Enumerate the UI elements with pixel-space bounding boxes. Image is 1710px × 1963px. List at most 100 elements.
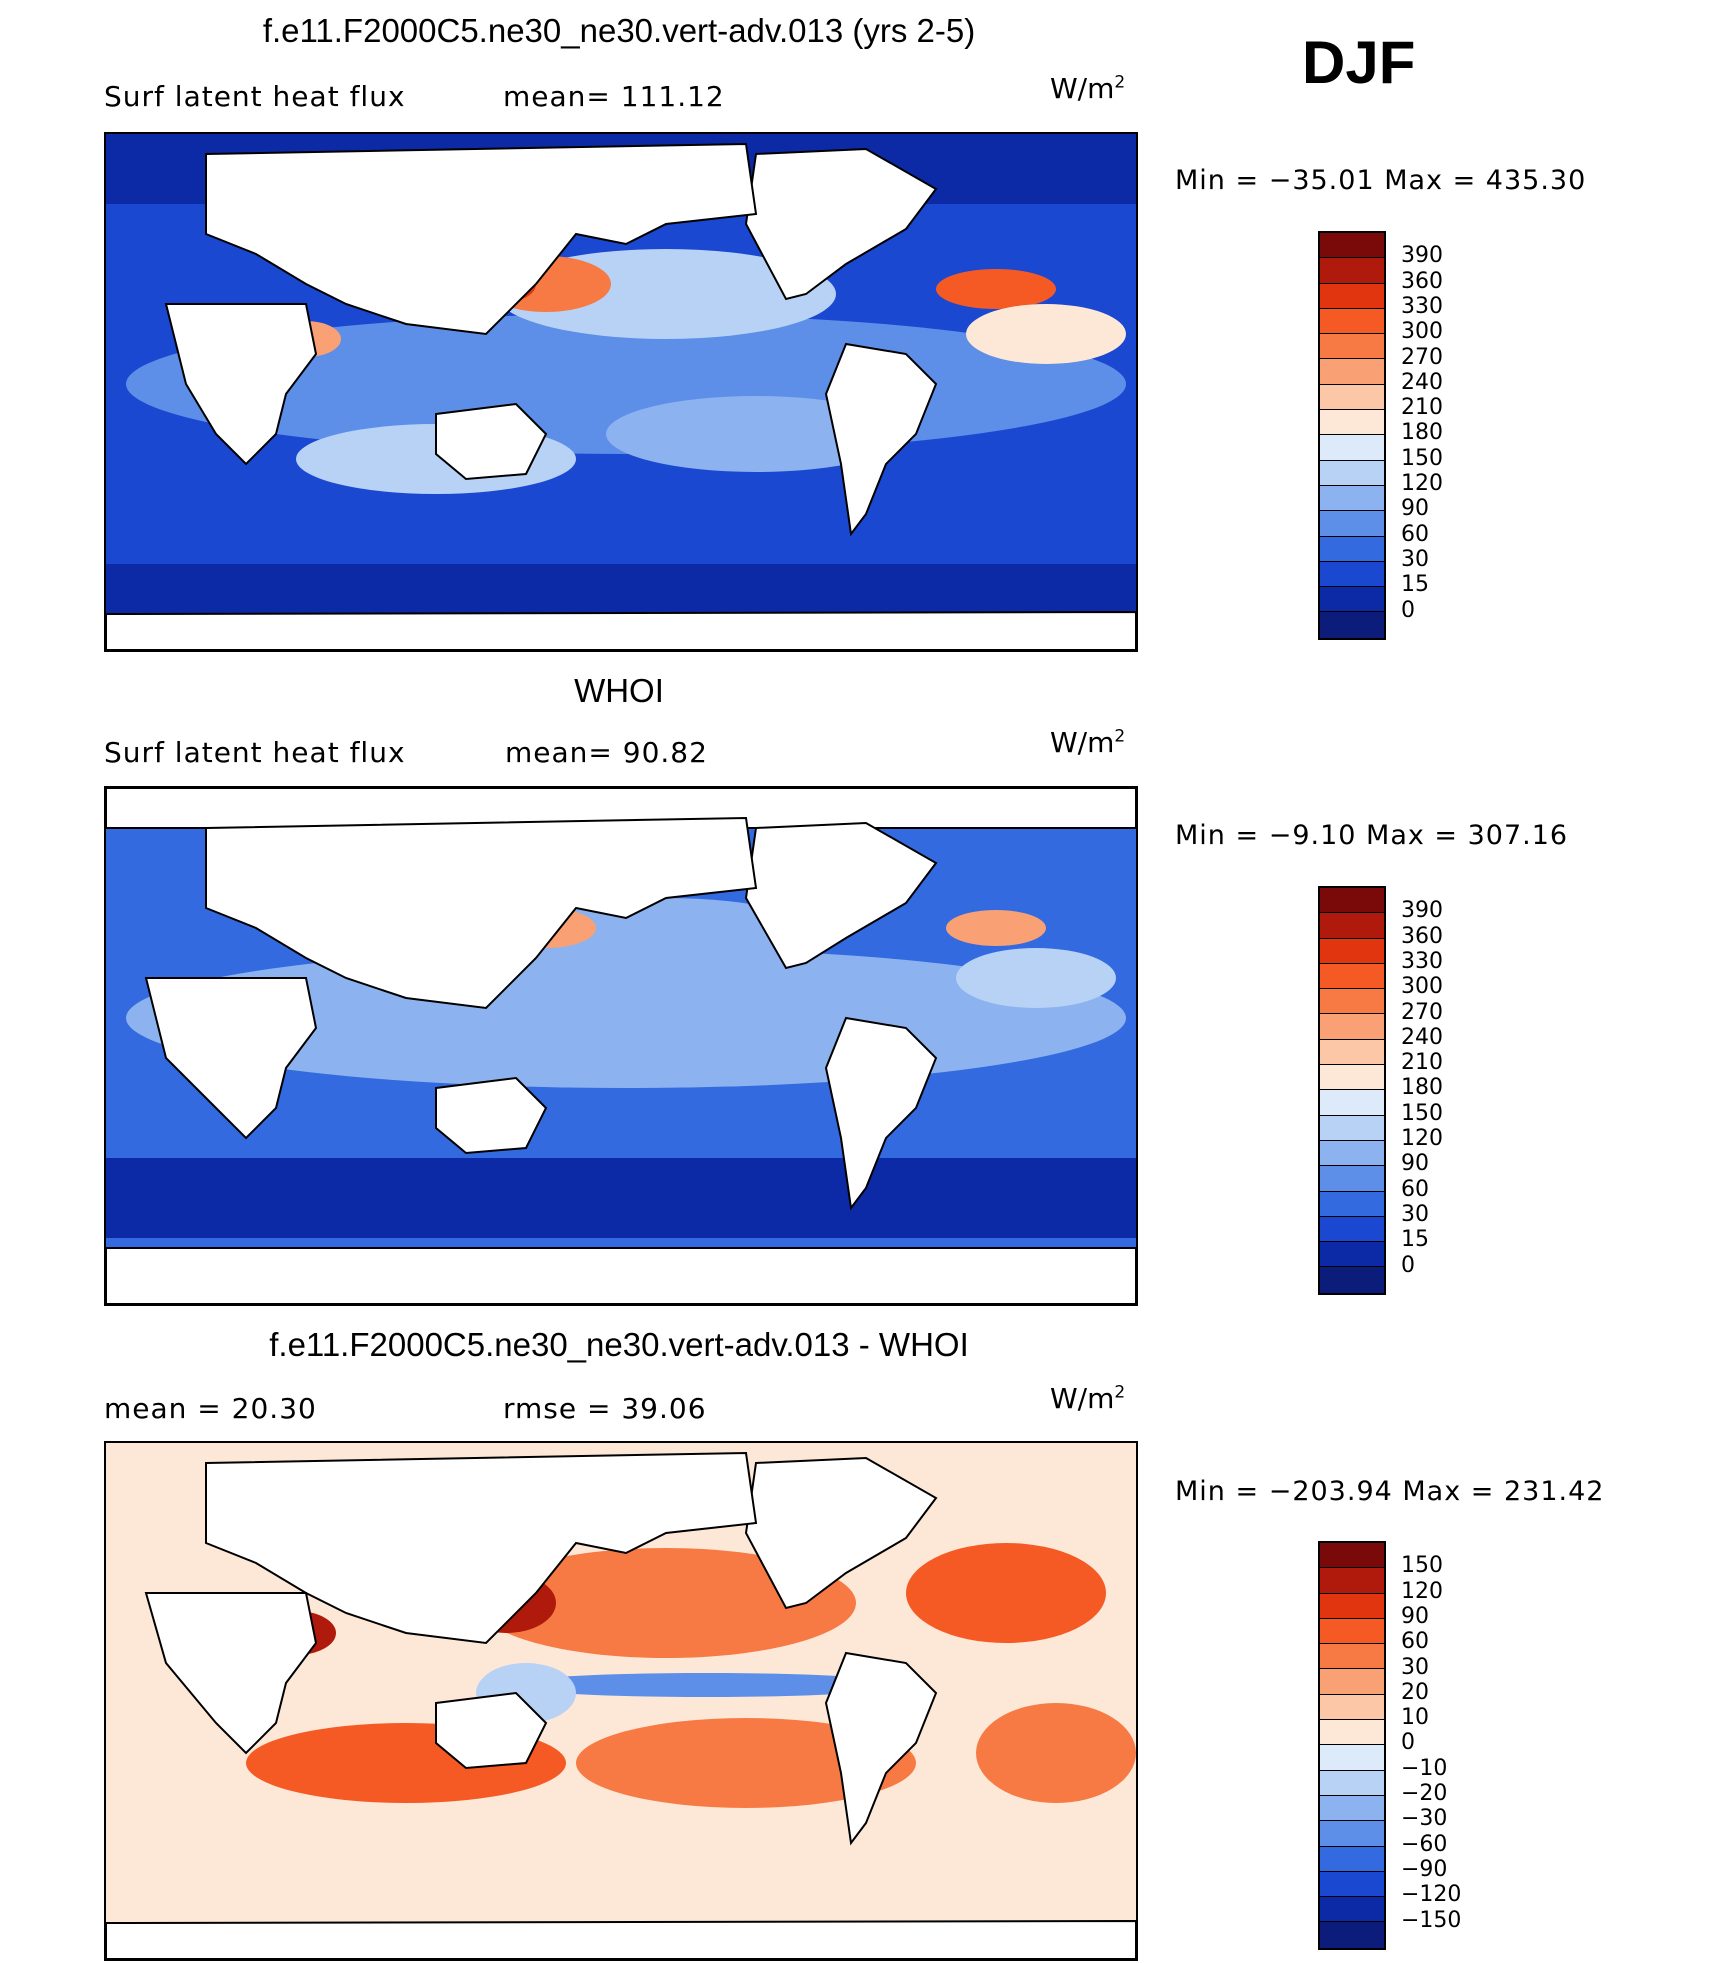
colorbar-tick-label: 0 [1401, 1730, 1415, 1756]
colorbar-cell [1320, 612, 1384, 638]
landmass-antarctica [106, 610, 1136, 650]
colorbar-cell [1320, 1644, 1384, 1670]
panel2-map [104, 786, 1138, 1306]
panel1-map [104, 132, 1138, 652]
panel3-map-svg [106, 1443, 1136, 1959]
colorbar-tick-label: 390 [1401, 898, 1443, 924]
colorbar-tick-label: 60 [1401, 521, 1429, 547]
colorbar-tick-label: 120 [1401, 1126, 1443, 1151]
panel3-colorbar [1318, 1541, 1386, 1950]
colorbar-tick-label: 270 [1401, 344, 1443, 370]
colorbar-tick-label: 120 [1401, 471, 1443, 496]
colorbar-tick-label: 150 [1401, 1100, 1443, 1126]
colorbar-tick-label: 270 [1401, 999, 1443, 1025]
colorbar-cell [1320, 485, 1384, 512]
colorbar-cell [1320, 1720, 1384, 1746]
colorbar-tick-label: −60 [1401, 1831, 1448, 1857]
colorbar-tick-label: 30 [1401, 546, 1429, 572]
colorbar-tick-label: 210 [1401, 1050, 1443, 1076]
colorbar-cell [1320, 913, 1384, 939]
colorbar-cell [1320, 1846, 1384, 1872]
panel2-units: W/m2 [1050, 726, 1126, 759]
colorbar-tick-label: 30 [1401, 1654, 1429, 1680]
colorbar-cell [1320, 1694, 1384, 1721]
colorbar-tick-label: 360 [1401, 923, 1443, 949]
colorbar-tick-label: 300 [1401, 319, 1443, 345]
polar-band-south [106, 1158, 1136, 1238]
colorbar-tick-label: 300 [1401, 974, 1443, 1000]
panel3-title: f.e11.F2000C5.ne30_ne30.vert-adv.013 - W… [269, 1326, 969, 1363]
colorbar-cell [1320, 1922, 1384, 1948]
antarctic-no-data [106, 1247, 1136, 1304]
colorbar-cell [1320, 1618, 1384, 1645]
colorbar-cell [1320, 1821, 1384, 1847]
colorbar-cell [1320, 410, 1384, 436]
equatorial-pacific-negative [506, 1673, 906, 1697]
panel3-rmse-label: rmse = 39.06 [503, 1392, 707, 1425]
colorbar-cell [1320, 460, 1384, 486]
colorbar-tick-label: 240 [1401, 1024, 1443, 1050]
landmass-africa [164, 303, 318, 466]
colorbar-tick-label: 90 [1401, 496, 1429, 522]
landmass-north-america [744, 147, 938, 301]
landmass-australia [435, 1691, 548, 1770]
colorbar-tick-label: −30 [1401, 1806, 1448, 1832]
colorbar-cell [1320, 938, 1384, 964]
colorbar-cell [1320, 511, 1384, 537]
gulf-stream [946, 910, 1046, 946]
colorbar-cell [1320, 587, 1384, 613]
colorbar-tick-label: 10 [1401, 1705, 1429, 1731]
colorbar-cell [1320, 1267, 1384, 1293]
panel2-colorbar [1318, 886, 1386, 1295]
north-atlantic-sub [966, 304, 1126, 364]
colorbar-tick-label: 210 [1401, 395, 1443, 421]
colorbar-tick-label: 90 [1401, 1151, 1429, 1177]
colorbar-cell [1320, 1593, 1384, 1619]
colorbar-tick-label: −150 [1401, 1907, 1462, 1933]
colorbar-cell [1320, 1871, 1384, 1898]
panel2-mean-label: mean= 90.82 [505, 736, 708, 769]
colorbar-cell [1320, 561, 1384, 588]
landmass-south-america [824, 1016, 938, 1211]
colorbar-cell [1320, 1897, 1384, 1923]
panel1-mean-label: mean= 111.12 [503, 80, 725, 113]
colorbar-tick-label: 120 [1401, 1578, 1443, 1604]
colorbar-tick-label: 0 [1401, 597, 1415, 623]
colorbar-cell [1320, 1065, 1384, 1091]
colorbar-tick-label: 180 [1401, 1075, 1443, 1101]
panel1-colorbar [1318, 231, 1386, 640]
panel3-units: W/m2 [1050, 1382, 1126, 1415]
landmass-africa [144, 1592, 318, 1755]
panel1-minmax: Min = −35.01 Max = 435.30 [1175, 165, 1587, 196]
colorbar-cell [1320, 1191, 1384, 1217]
panel3-minmax: Min = −203.94 Max = 231.42 [1175, 1476, 1605, 1507]
colorbar-tick-label: 150 [1401, 445, 1443, 471]
panel2-variable-label: Surf latent heat flux [104, 736, 406, 769]
landmass-antarctica [106, 1919, 1136, 1959]
colorbar-tick-label: −10 [1401, 1755, 1448, 1781]
colorbar-tick-label: 330 [1401, 293, 1443, 319]
gulf-stream [936, 269, 1056, 309]
colorbar-cell [1320, 1115, 1384, 1141]
colorbar-cell [1320, 1014, 1384, 1040]
landmass-eurasia [205, 816, 758, 1010]
north-atlantic-sub [956, 948, 1116, 1008]
no-data-land [106, 1451, 1136, 1959]
panel1-units: W/m2 [1050, 72, 1126, 105]
colorbar-tick-label: 330 [1401, 948, 1443, 974]
colorbar-tick-label: 390 [1401, 243, 1443, 269]
colorbar-cell [1320, 435, 1384, 461]
landmass-eurasia [205, 1451, 758, 1645]
landmass-eurasia [205, 142, 758, 336]
landmass-australia [435, 402, 548, 481]
colorbar-tick-label: 60 [1401, 1176, 1429, 1202]
colorbar-cell [1320, 1543, 1384, 1569]
south-atlantic-positive [976, 1703, 1136, 1803]
colorbar-tick-label: 15 [1401, 572, 1429, 598]
colorbar-cell [1320, 1166, 1384, 1192]
colorbar-tick-label: 0 [1401, 1252, 1415, 1278]
landmass-africa [144, 977, 318, 1140]
north-atlantic-positive [906, 1543, 1106, 1643]
colorbar-cell [1320, 963, 1384, 990]
colorbar-cell [1320, 1140, 1384, 1167]
